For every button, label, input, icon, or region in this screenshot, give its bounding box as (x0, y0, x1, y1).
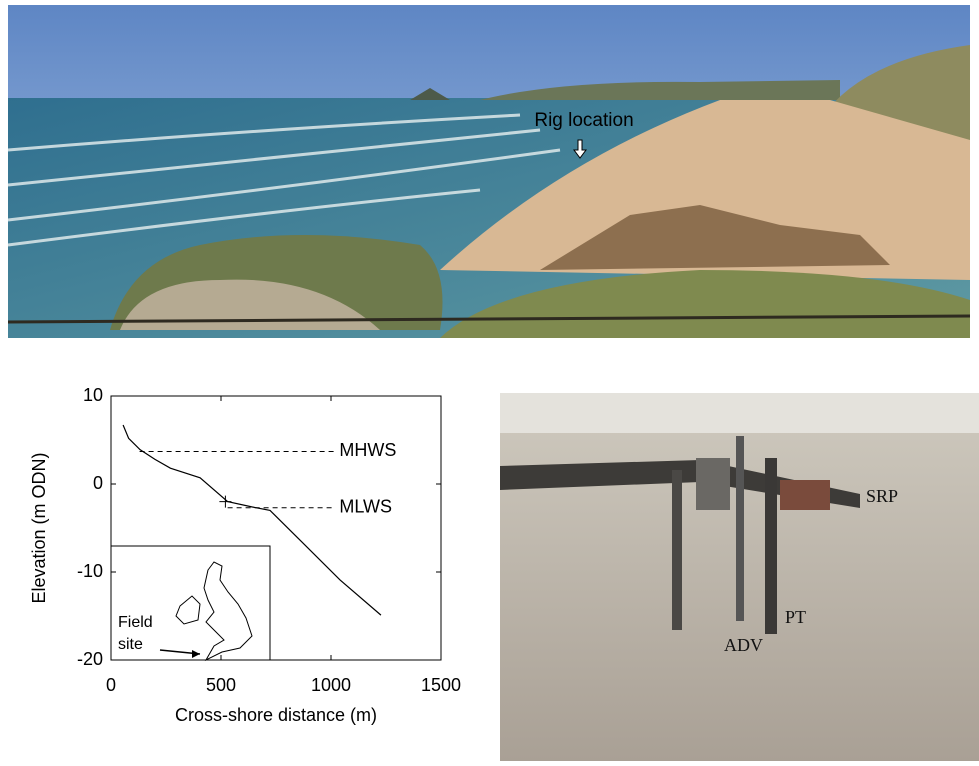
x-axis-label: Cross-shore distance (m) (175, 705, 377, 725)
rig-photo (500, 393, 979, 761)
rig-marker (219, 496, 231, 508)
y-axis-label: Elevation (m ODN) (29, 452, 49, 603)
x-tick-label: 500 (206, 675, 236, 695)
figure: Rig location SRP PT ADV Cross-shore distan… (0, 0, 979, 761)
chart: Cross-shore distance (m) Elevation (m OD… (29, 385, 461, 725)
y-tick-label: 0 (93, 473, 103, 493)
y-tick-label: -20 (77, 649, 103, 669)
y-tick-label: -10 (77, 561, 103, 581)
beach-photo (8, 5, 970, 338)
x-tick-label: 0 (106, 675, 116, 695)
photo-label: SRP (866, 486, 898, 506)
x-tick-label: 1500 (421, 675, 461, 695)
reference-label: MLWS (339, 497, 392, 517)
inset-label: Field (118, 614, 153, 631)
photo-label: PT (785, 607, 806, 627)
x-tick-label: 1000 (311, 675, 351, 695)
inset-label: site (118, 636, 143, 653)
reference-label: MHWS (339, 440, 396, 460)
annotation: Rig location (534, 110, 633, 131)
y-tick-label: 10 (83, 385, 103, 405)
photo-label: ADV (724, 635, 763, 655)
